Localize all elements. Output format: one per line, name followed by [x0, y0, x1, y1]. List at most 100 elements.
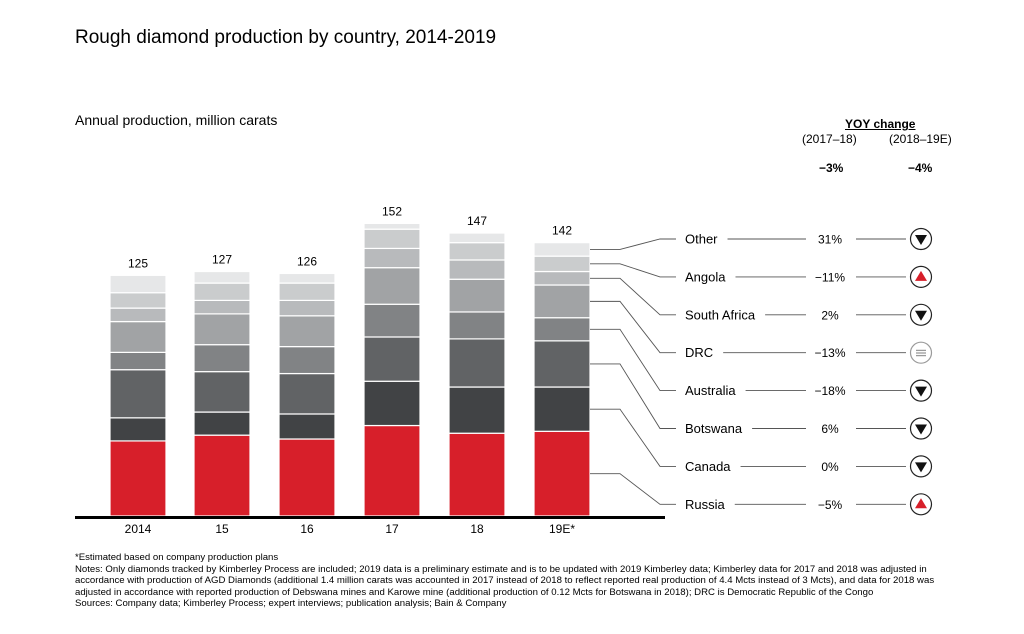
bar-segment — [193, 299, 251, 315]
bar-total-label: 142 — [552, 224, 572, 238]
chart-title: Rough diamond production by country, 201… — [75, 27, 497, 48]
bar-segment — [533, 430, 591, 517]
leader-line — [590, 277, 676, 316]
bar-total-label: 152 — [382, 204, 402, 218]
yoy-change-value: 2% — [821, 308, 839, 322]
footnotes: *Estimated based on company production p… — [75, 552, 975, 610]
x-tick-label: 19E* — [549, 522, 575, 536]
bar-segment — [193, 313, 251, 346]
footnote-line: adjusted in accordance with reported pro… — [75, 586, 874, 598]
bar-segment — [278, 413, 336, 440]
legend-label: Canada — [685, 459, 731, 474]
bar-segment — [278, 272, 336, 284]
arrow-shape — [915, 310, 927, 321]
bar-segment — [533, 284, 591, 319]
bar-segment — [448, 432, 506, 517]
leader-line — [590, 263, 676, 278]
bar-segment — [193, 371, 251, 413]
yoy-change-value: −5% — [818, 498, 843, 512]
bar-segment — [448, 232, 506, 244]
yoy-change-value: −11% — [815, 270, 845, 284]
bar-segment — [363, 303, 421, 338]
footnote-line: Notes: Only diamonds tracked by Kimberle… — [75, 563, 927, 575]
yoy-change-value: −13% — [814, 346, 845, 360]
bar-segment — [533, 317, 591, 342]
x-tick-label: 2014 — [125, 522, 152, 536]
bar-segment — [278, 299, 336, 317]
bar-segment — [278, 282, 336, 302]
bar-segment — [278, 438, 336, 517]
footnote-line: Sources: Company data; Kimberley Process… — [75, 598, 507, 610]
bar-segment — [533, 242, 591, 257]
bar-segment — [109, 307, 167, 323]
bar-segment — [533, 270, 591, 286]
bar-segment — [109, 351, 167, 371]
footnote-line: *Estimated based on company production p… — [75, 552, 279, 563]
bar-segment — [448, 242, 506, 261]
bar-segment — [363, 380, 421, 427]
legend-label: DRC — [685, 345, 713, 360]
bar-segment — [363, 424, 421, 517]
bar-segment — [193, 434, 251, 517]
bar-segment — [448, 311, 506, 340]
chart-subtitle: Annual production, million carats — [75, 112, 278, 128]
bar-segment — [363, 222, 421, 230]
yoy-total-2: −4% — [908, 161, 933, 175]
bar-segment — [533, 340, 591, 388]
yoy-total-1: −3% — [819, 161, 844, 175]
legend-label: Botswana — [685, 421, 743, 436]
x-tick-label: 18 — [470, 522, 484, 536]
bar-total-label: 126 — [297, 254, 317, 268]
bar-segment — [109, 369, 167, 419]
bar-segment — [533, 386, 591, 432]
legend-label: Australia — [685, 383, 736, 398]
bar-segment — [278, 315, 336, 348]
bar-segment — [448, 338, 506, 388]
bar-segment — [448, 386, 506, 434]
yoy-change-value: 6% — [821, 422, 839, 436]
x-tick-label: 15 — [215, 522, 229, 536]
bar-segment — [533, 255, 591, 273]
yoy-change-value: 0% — [821, 460, 839, 474]
bar-segment — [193, 344, 251, 373]
x-tick-label: 16 — [300, 522, 314, 536]
bar-segment — [363, 336, 421, 382]
leader-line — [590, 238, 676, 250]
bar-segment — [278, 346, 336, 375]
bar-segment — [448, 278, 506, 313]
bar-segment — [193, 270, 251, 284]
bar-segment — [109, 274, 167, 294]
arrow-shape — [915, 235, 927, 245]
arrow-shape — [915, 498, 927, 509]
legend-label: South Africa — [685, 307, 756, 322]
bar-segment — [363, 267, 421, 305]
bar-segment — [193, 411, 251, 436]
yoy-period-2: (2018–19E) — [889, 132, 952, 146]
yoy-change-value: 31% — [818, 233, 842, 247]
bar-segment — [109, 440, 167, 517]
bar-segment — [278, 372, 336, 415]
leader-line — [590, 328, 676, 392]
leader-line — [590, 300, 676, 354]
bar-total-label: 147 — [467, 214, 487, 228]
yoy-header: YOY change — [845, 117, 916, 131]
bar-segment — [363, 228, 421, 250]
bar-segment — [448, 259, 506, 280]
leader-line — [590, 408, 676, 467]
legend-label: Other — [685, 232, 718, 247]
bar-segment — [109, 320, 167, 353]
arrow-shape — [915, 462, 927, 473]
leader-line — [590, 363, 676, 429]
x-tick-label: 17 — [385, 522, 399, 536]
arrow-shape — [915, 386, 927, 397]
bar-total-label: 127 — [212, 253, 232, 267]
arrow-shape — [915, 270, 927, 281]
legend-label: Russia — [685, 497, 726, 512]
arrow-shape — [915, 424, 927, 435]
footnote-line: accordance with production of AGD Diamon… — [75, 575, 935, 587]
bar-segment — [109, 292, 167, 309]
bar-segment — [109, 417, 167, 442]
yoy-change-value: −18% — [814, 384, 845, 398]
bar-segment — [363, 247, 421, 269]
